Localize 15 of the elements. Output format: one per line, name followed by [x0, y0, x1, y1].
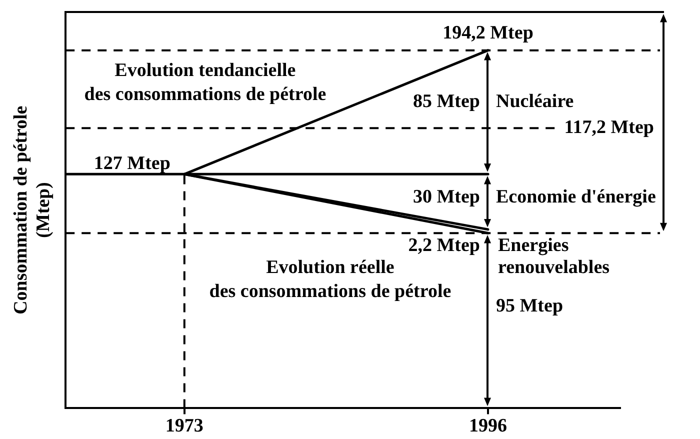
ref-line-label: 117,2 Mtep	[564, 117, 654, 138]
annotation: Energies renouvelables	[498, 235, 610, 278]
annotation: Economie d'énergie	[496, 186, 656, 208]
data-label: 194,2 Mtep	[442, 22, 534, 44]
annotation: 2,2 Mtep	[408, 235, 480, 256]
x-tick-label: 1996	[469, 416, 507, 437]
series-label: Evolution tendancielle des consommations de pétrole	[84, 60, 326, 106]
annotation: 95 Mtep	[496, 296, 564, 317]
data-label: 127 Mtep	[94, 153, 170, 174]
annotation: Nucléaire	[496, 91, 574, 112]
series-label: Evolution réelle des consommations de pétrole	[209, 257, 452, 302]
annotation: 30 Mtep	[412, 186, 480, 208]
y-axis-title: Consommation de pétrole (Mtep)	[10, 106, 54, 314]
x-tick-label: 1973	[165, 416, 204, 437]
annotation: 85 Mtep	[412, 91, 480, 112]
